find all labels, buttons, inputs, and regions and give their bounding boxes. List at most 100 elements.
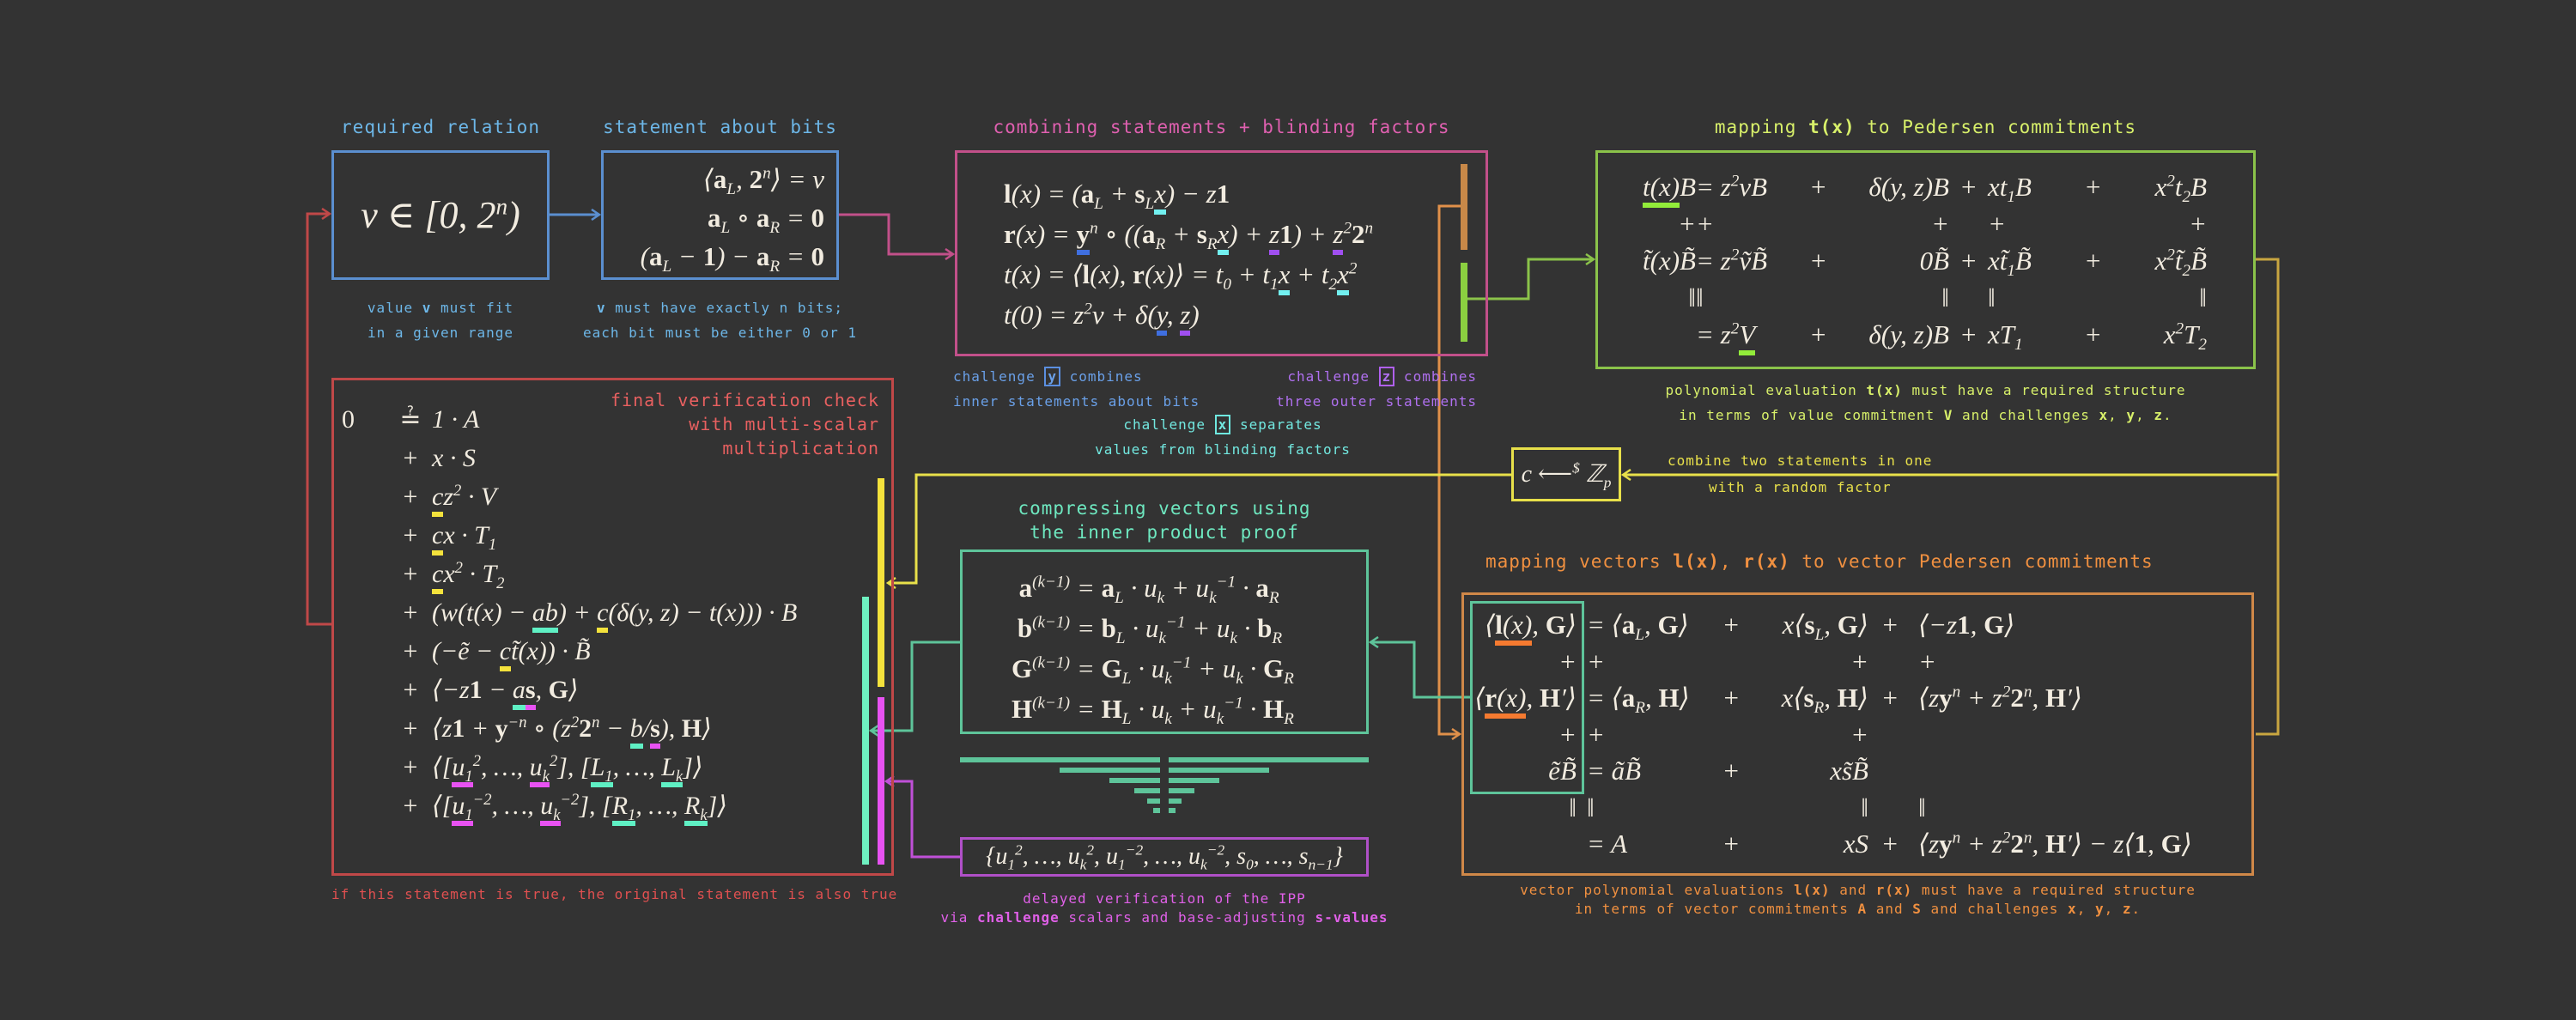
subscript: 1 bbox=[1007, 856, 1016, 873]
superscript: n bbox=[592, 713, 600, 732]
subscript: 2 bbox=[496, 574, 505, 592]
subscript: 0 bbox=[1223, 276, 1231, 294]
vector-pedersen-cell: ‖ bbox=[1861, 792, 1868, 823]
title-line: with multi-scalar bbox=[689, 414, 879, 434]
bold-term: 1 bbox=[1216, 179, 1230, 209]
subscript: 1 bbox=[2007, 261, 2015, 280]
pedersen-cell: + bbox=[2084, 319, 2102, 349]
challenge-underline: L1 bbox=[590, 753, 613, 787]
bold-term: s bbox=[1134, 179, 1145, 209]
delayed-formula: {u12, …, uk2, u1−2, …, uk−2, s0, …, sn−1… bbox=[986, 841, 1343, 873]
caption-line: delayed verification of the IPP bbox=[1023, 890, 1306, 907]
bold-term: x bbox=[2099, 407, 2109, 423]
combining-formulas: l(x) = (aL + sLx) − z1 r(x) = yn ∘ ((aR … bbox=[957, 153, 1485, 336]
ipp-title: compressing vectors using the inner prod… bbox=[960, 496, 1369, 544]
caption-line: challenge z combines bbox=[1287, 367, 1477, 386]
verification-caption: if this statement is true, the original … bbox=[331, 886, 898, 902]
bold-term: r(x) bbox=[1743, 551, 1790, 572]
subscript: R bbox=[1155, 235, 1166, 254]
bold-term: s-values bbox=[1315, 909, 1388, 926]
pedersen-cell: + bbox=[2084, 171, 2102, 202]
pedersen-cell: + bbox=[1959, 319, 1978, 349]
magenta-bracket-bar bbox=[878, 697, 884, 865]
pedersen-cell: t(x)B bbox=[1614, 171, 1696, 208]
bold-term: s bbox=[525, 676, 536, 704]
vector-bar bbox=[1153, 808, 1160, 813]
pedersen-cell: x2t2B bbox=[2154, 171, 2207, 206]
vector-bar bbox=[1060, 768, 1160, 773]
challenge-underline: y bbox=[1156, 300, 1167, 336]
challenge-box: x bbox=[1214, 415, 1231, 434]
subscript: L bbox=[1094, 195, 1103, 214]
vector-pedersen-cell: ‖ bbox=[1918, 792, 1926, 823]
pedersen-cell: + bbox=[1931, 208, 1949, 239]
challenge-underline: uk bbox=[540, 792, 561, 826]
superscript: 2 bbox=[1086, 841, 1095, 859]
bold-term: a bbox=[1621, 683, 1636, 713]
challenge-underline: z bbox=[1333, 219, 1344, 255]
superscript: 2 bbox=[472, 752, 481, 770]
challenge-underline: c bbox=[432, 482, 444, 517]
subscript: R bbox=[1268, 588, 1279, 607]
superscript: n bbox=[1364, 219, 1374, 238]
vector-pedersen-cell: + bbox=[1722, 610, 1741, 641]
bold-term: a bbox=[1018, 572, 1033, 603]
verification-title: final verification check with multi-scal… bbox=[515, 388, 879, 460]
verification-cell: (w(t(x) − ab) + c(δ(y, z) − t(x))) · B bbox=[432, 598, 861, 633]
vector-bar bbox=[1169, 798, 1182, 804]
bold-term: 1 bbox=[1957, 610, 1971, 641]
combining-row: t(x) = ⟨l(x), r(x)⟩ = t0 + t1x + t2x2 bbox=[1004, 259, 1358, 295]
challenge-y-caption: challenge y combines inner statements ab… bbox=[953, 364, 1200, 414]
subscript: k bbox=[1230, 628, 1237, 647]
bold-term: v bbox=[422, 300, 432, 316]
vector-pedersen-cell: + bbox=[1880, 829, 1899, 859]
subscript: 1 bbox=[628, 806, 636, 824]
superscript: 2 bbox=[453, 481, 462, 500]
vector-halving-bars bbox=[960, 757, 1369, 813]
bold-term: y bbox=[2126, 407, 2136, 423]
challenge-x-caption: challenge x separates values from blindi… bbox=[1051, 412, 1394, 462]
challenge-underline: uk bbox=[529, 753, 550, 787]
caption-line: values from blinding factors bbox=[1095, 441, 1351, 458]
pedersen-cell: x2T2 bbox=[2163, 319, 2207, 354]
challenge-underline: u1 bbox=[452, 753, 473, 787]
bold-term: H bbox=[2044, 829, 2067, 859]
bits-row: ⟨aL, 2n⟩ = v bbox=[702, 164, 824, 199]
random-factor-formula: c ⟵$ ℤp bbox=[1521, 459, 1612, 491]
caption-line: in terms of value commitment V and chall… bbox=[1679, 407, 2172, 423]
vector-bar bbox=[1169, 768, 1269, 773]
superscript: n bbox=[762, 164, 771, 183]
vector-bar bbox=[1147, 798, 1160, 804]
bold-term: 2 bbox=[2010, 829, 2024, 859]
vector-pedersen-cell: = A bbox=[1587, 829, 1628, 859]
caption-line: v must have exactly n bits; bbox=[596, 300, 844, 316]
bold-term: S bbox=[1912, 901, 1922, 917]
bits-row: aL ∘ aR = 0 bbox=[707, 203, 825, 238]
subscript: L bbox=[726, 180, 737, 199]
superscript: −2 bbox=[1206, 841, 1225, 859]
superscript: 2 bbox=[570, 713, 580, 732]
vector-pedersen-cell: ‖ bbox=[1587, 792, 1595, 823]
ipp-cell: G(k−1) bbox=[963, 653, 1070, 684]
combining-row: t(0) = z2v + δ(y, z) bbox=[1004, 294, 1485, 336]
vector-pedersen-caption: vector polynomial evaluations l(x) and r… bbox=[1461, 881, 2254, 919]
subscript: R bbox=[1206, 235, 1218, 254]
bold-term: a bbox=[756, 241, 770, 271]
subscript: L bbox=[1121, 669, 1132, 688]
arrow-verification-to-relation bbox=[306, 214, 331, 626]
challenge-underline: a bbox=[532, 598, 545, 633]
caption-line: inner statements about bits bbox=[953, 393, 1200, 410]
subscript: k bbox=[700, 806, 708, 824]
pedersen-cell: + bbox=[1809, 171, 1827, 202]
bold-term: s bbox=[1196, 219, 1207, 249]
superscript: n bbox=[1090, 219, 1098, 238]
bold-term: 2 bbox=[579, 714, 592, 743]
bold-term: a bbox=[756, 203, 770, 233]
challenge-underline: s bbox=[650, 714, 660, 749]
vector-pedersen-cell: ẽB̃ bbox=[1548, 756, 1577, 786]
subscript: k bbox=[1216, 709, 1224, 728]
superscript: 2 bbox=[1348, 259, 1358, 278]
bold-term: 0 bbox=[811, 203, 825, 233]
verification-cell: cx2 · T2 bbox=[432, 558, 505, 594]
random-factor-caption-1: combine two statements in one bbox=[1668, 452, 1933, 469]
